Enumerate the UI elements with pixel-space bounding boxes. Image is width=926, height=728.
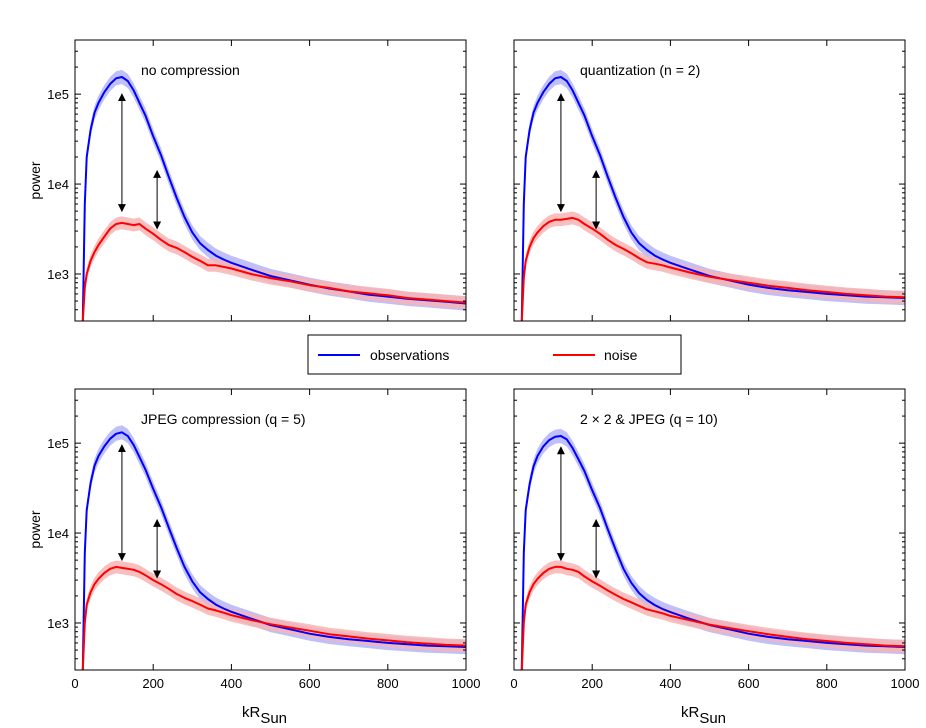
panel-1: 1e3 1e4 1e5 no compression power bbox=[27, 39, 467, 322]
plot-area bbox=[520, 69, 905, 321]
panel-title: quantization (n = 2) bbox=[580, 62, 700, 78]
panels: 1e3 1e4 1e5 no compression power quantization… bbox=[27, 39, 920, 727]
y-tick-label: 1e4 bbox=[47, 177, 69, 192]
x-tick-label: 0 bbox=[510, 676, 517, 691]
panel-3: 1e3 1e4 1e5 0 200 400 600 800 1000 JPEG compressi… bbox=[27, 388, 481, 727]
panel-title: 2 × 2 & JPEG (q = 10) bbox=[580, 411, 718, 427]
x-tick-label: 1000 bbox=[891, 676, 920, 691]
legend: observations noise bbox=[307, 334, 682, 375]
plot-area bbox=[81, 69, 466, 321]
x-tick-label: 800 bbox=[377, 676, 399, 691]
series-line-noise bbox=[520, 565, 905, 670]
x-tick-label: 1000 bbox=[452, 676, 481, 691]
axes-frame bbox=[74, 388, 467, 671]
x-tick-label: 800 bbox=[816, 676, 838, 691]
y-tick-label: 1e3 bbox=[47, 267, 69, 282]
x-axis-label: kRSun bbox=[681, 704, 726, 727]
legend-label-observations: observations bbox=[370, 347, 449, 363]
x-tick-label: 200 bbox=[581, 676, 603, 691]
series-line-observations bbox=[81, 431, 466, 670]
band-noise bbox=[521, 211, 905, 321]
y-tick-label: 1e4 bbox=[47, 526, 69, 541]
series-line-observations bbox=[520, 435, 905, 670]
axes-frame bbox=[513, 388, 906, 671]
y-tick-label: 1e5 bbox=[47, 436, 69, 451]
panel-2: quantization (n = 2) bbox=[513, 39, 906, 322]
band-noise bbox=[521, 560, 905, 670]
y-axis-label: power bbox=[27, 510, 43, 548]
axes-frame bbox=[74, 39, 467, 322]
axes-frame bbox=[513, 39, 906, 322]
legend-label-noise: noise bbox=[604, 347, 638, 363]
y-axis-label: power bbox=[27, 161, 43, 199]
legend-box bbox=[307, 334, 682, 375]
panel-title: JPEG compression (q = 5) bbox=[141, 411, 306, 427]
plot-area bbox=[520, 428, 905, 670]
band-observations bbox=[82, 69, 466, 321]
x-tick-label: 200 bbox=[142, 676, 164, 691]
panel-title: no compression bbox=[141, 62, 240, 78]
series-line-noise bbox=[81, 221, 466, 321]
plot-area bbox=[81, 425, 466, 670]
x-tick-label: 0 bbox=[71, 676, 78, 691]
series-line-noise bbox=[520, 216, 905, 321]
x-tick-label: 400 bbox=[660, 676, 682, 691]
x-axis-label: kRSun bbox=[242, 704, 287, 727]
x-tick-label: 600 bbox=[299, 676, 321, 691]
series-line-observations bbox=[520, 76, 905, 321]
y-tick-label: 1e3 bbox=[47, 616, 69, 631]
series-line-noise bbox=[81, 565, 466, 670]
x-tick-label: 400 bbox=[221, 676, 243, 691]
band-noise bbox=[82, 560, 466, 670]
y-tick-label: 1e5 bbox=[47, 87, 69, 102]
x-tick-label: 600 bbox=[738, 676, 760, 691]
panel-4: 0 200 400 600 800 1000 2 × 2 & JPEG (q = 10) kR… bbox=[510, 388, 920, 727]
